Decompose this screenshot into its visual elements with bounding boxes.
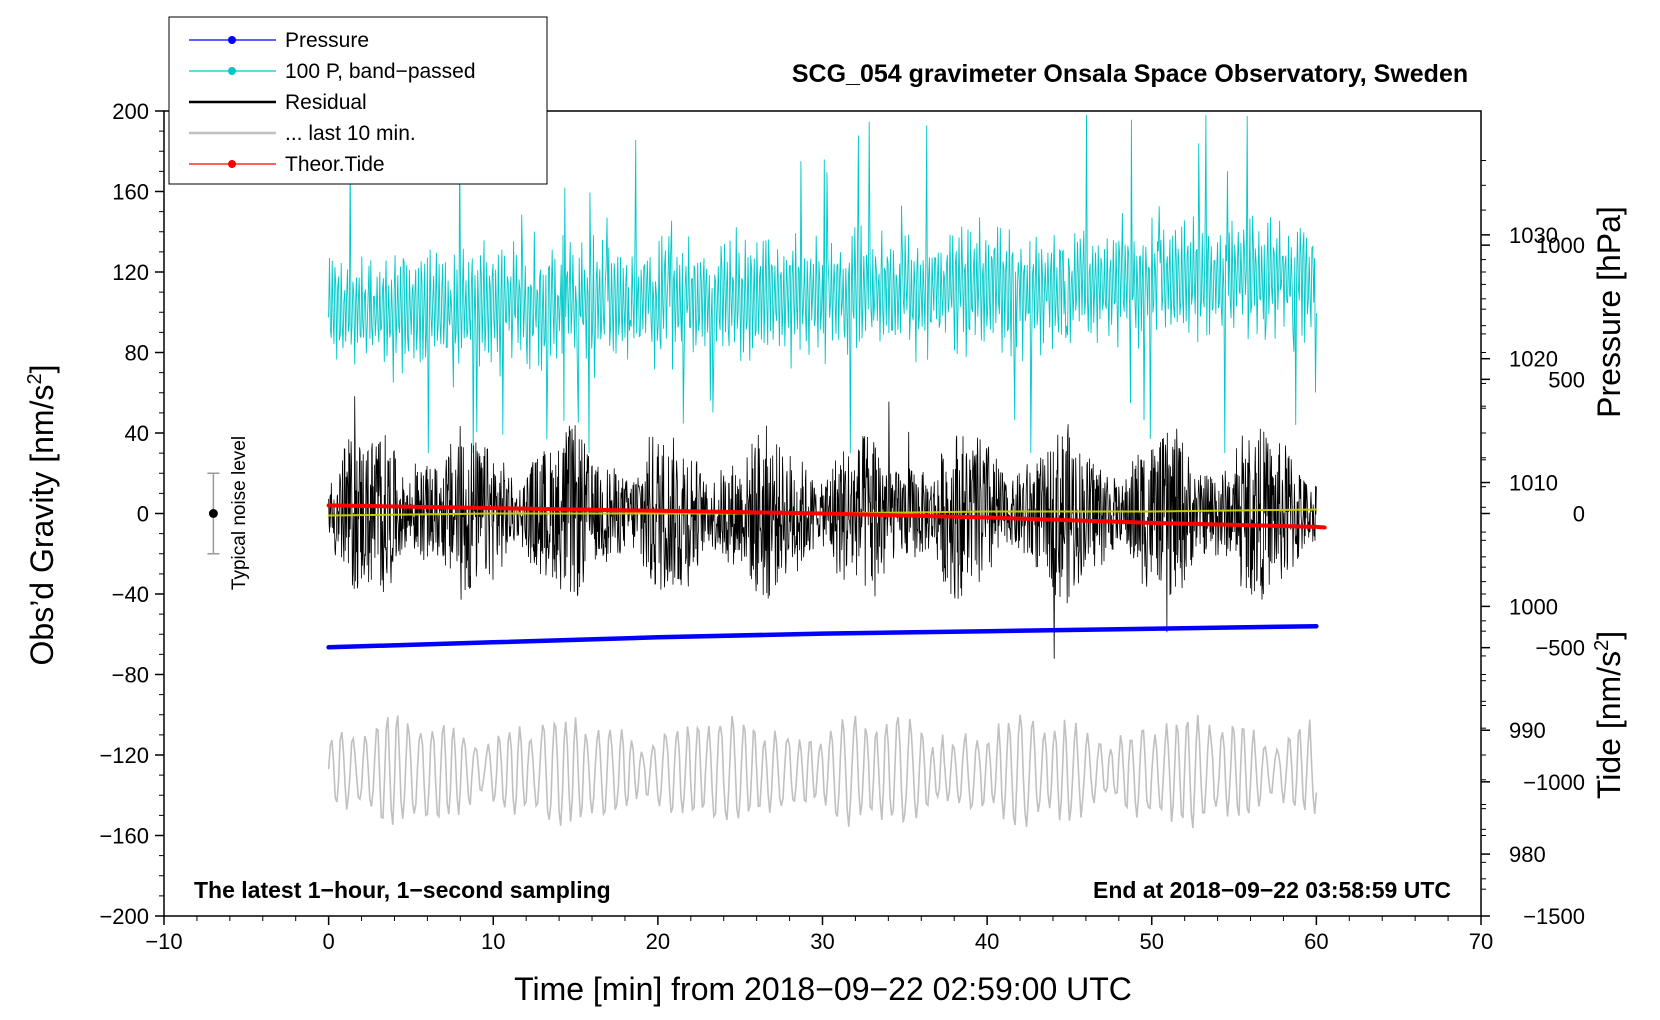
y-tick-label: 160	[112, 180, 149, 205]
y-tick-label: −40	[112, 582, 149, 607]
series-layer	[326, 114, 1327, 829]
y-tick-label: 0	[137, 502, 149, 527]
tide-tick-label: −1500	[1523, 904, 1585, 929]
legend-box	[168, 16, 548, 185]
pressure-tick-label: 990	[1509, 718, 1546, 743]
y-axis-title-pressure: Pressure [hPa]	[1591, 206, 1627, 418]
pressure-tick-label: 980	[1509, 842, 1546, 867]
y-tick-label: 120	[112, 260, 149, 285]
series-last-10-min	[327, 714, 1318, 829]
y-axis-title-gravity: Obs’d Gravity [nm/s2]	[24, 365, 60, 666]
y-tick-label: −200	[99, 904, 149, 929]
y-axis-title-tide: Tide [nm/s2]	[1591, 631, 1627, 799]
legend-item: Theor.Tide	[189, 153, 385, 176]
y-tick-label: 200	[112, 99, 149, 124]
legend-label: 100 P, band−passed	[285, 60, 476, 83]
annotation-latest-hour: The latest 1−hour, 1−second sampling	[194, 877, 611, 903]
y-tick-label: 40	[125, 421, 149, 446]
legend-item: 100 P, band−passed	[189, 60, 476, 83]
series-band-passed-pressure	[328, 114, 1317, 454]
tide-tick-label: 1000	[1536, 233, 1585, 258]
x-tick-label: 10	[481, 929, 505, 954]
legend-swatch-marker	[228, 67, 236, 75]
legend-label: ... last 10 min.	[285, 122, 416, 145]
y-tick-label: −80	[112, 663, 149, 688]
legend-label: Theor.Tide	[285, 153, 385, 176]
tide-tick-label: −500	[1535, 636, 1585, 661]
y-tick-label: −120	[99, 743, 149, 768]
noise-level-indicator: Typical noise level	[207, 436, 250, 590]
x-tick-label: 0	[323, 929, 335, 954]
tide-tick-label: 500	[1548, 367, 1585, 392]
legend-label: Pressure	[285, 29, 369, 52]
noise-level-label: Typical noise level	[229, 436, 250, 590]
x-tick-label: 50	[1140, 929, 1164, 954]
tide-tick-label: −1000	[1523, 770, 1585, 795]
legend-swatch-marker	[228, 160, 236, 168]
legend-swatch-marker	[228, 36, 236, 44]
series-residual	[328, 396, 1317, 659]
x-tick-label: 70	[1469, 929, 1493, 954]
x-tick-label: 40	[975, 929, 999, 954]
x-axis-title: Time [min] from 2018−09−22 02:59:00 UTC	[514, 971, 1132, 1007]
x-tick-label: −10	[145, 929, 182, 954]
series-theor-tide	[326, 503, 1327, 530]
tide-tick-label: 0	[1573, 502, 1585, 527]
x-tick-label: 60	[1304, 929, 1328, 954]
chart-title: SCG_054 gravimeter Onsala Space Observat…	[792, 60, 1468, 88]
noise-level-dot	[208, 509, 218, 518]
legend-item: Residual	[189, 91, 367, 114]
annotation-end-time: End at 2018−09−22 03:58:59 UTC	[1093, 877, 1451, 903]
pressure-tick-label: 1030	[1509, 223, 1558, 248]
legend: Pressure 100 P, band−passed Residual ... la…	[168, 16, 548, 185]
pressure-tick-label: 1020	[1509, 347, 1558, 372]
pressure-tick-label: 1010	[1509, 471, 1558, 496]
y-tick-label: 80	[125, 341, 149, 366]
x-tick-label: 30	[810, 929, 834, 954]
series-pressure	[326, 623, 1319, 650]
pressure-tick-label: 1000	[1509, 594, 1558, 619]
x-tick-label: 20	[646, 929, 670, 954]
legend-label: Residual	[285, 91, 367, 114]
legend-item: Pressure	[189, 29, 369, 52]
axis-ticks: −10 0 10 20 30 40 50 60 7020016012080400−40−80−1…	[99, 99, 1585, 954]
legend-item: ... last 10 min.	[189, 122, 416, 145]
y-tick-label: −160	[99, 824, 149, 849]
